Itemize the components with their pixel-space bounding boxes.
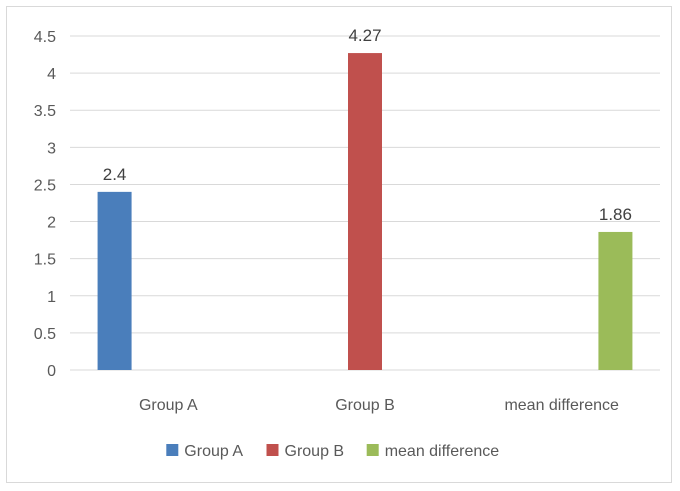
legend-label: Group B bbox=[285, 443, 345, 460]
y-tick-label: 1 bbox=[47, 289, 56, 306]
data-label: 4.27 bbox=[348, 26, 381, 45]
x-tick-label: Group B bbox=[335, 397, 395, 414]
x-tick-label: Group A bbox=[139, 397, 198, 414]
legend-swatch bbox=[266, 444, 279, 456]
bars bbox=[97, 53, 633, 371]
legend: Group A Group B mean difference bbox=[166, 443, 499, 460]
legend-swatch bbox=[366, 444, 379, 456]
data-label: 2.4 bbox=[103, 165, 127, 184]
legend-swatch bbox=[166, 444, 179, 456]
y-tick-label: 0.5 bbox=[34, 326, 56, 343]
legend-label: Group A bbox=[184, 443, 243, 460]
y-tick-label: 2.5 bbox=[34, 177, 56, 194]
legend-item: Group A bbox=[166, 443, 243, 460]
legend-item: Group B bbox=[266, 443, 345, 460]
x-axis: Group A Group B mean difference bbox=[139, 397, 619, 414]
bar-group-a bbox=[97, 191, 132, 370]
y-tick-label: 3.5 bbox=[34, 103, 56, 120]
y-tick-label: 0 bbox=[47, 363, 56, 380]
legend-label: mean difference bbox=[385, 443, 500, 460]
data-label: 1.86 bbox=[599, 205, 632, 224]
bar-group-b bbox=[348, 53, 382, 371]
y-axis: 0 0.5 1 1.5 2 2.5 3 3.5 4 4.5 bbox=[34, 29, 56, 380]
y-tick-label: 3 bbox=[47, 140, 56, 157]
data-labels: 2.4 4.27 1.86 bbox=[103, 26, 632, 224]
legend-item: mean difference bbox=[366, 443, 500, 460]
x-tick-label: mean difference bbox=[504, 397, 619, 414]
bar-mean-difference bbox=[598, 231, 633, 370]
y-tick-label: 2 bbox=[47, 215, 56, 232]
y-tick-label: 1.5 bbox=[34, 252, 56, 269]
y-tick-label: 4 bbox=[47, 66, 56, 83]
y-tick-label: 4.5 bbox=[34, 29, 56, 46]
